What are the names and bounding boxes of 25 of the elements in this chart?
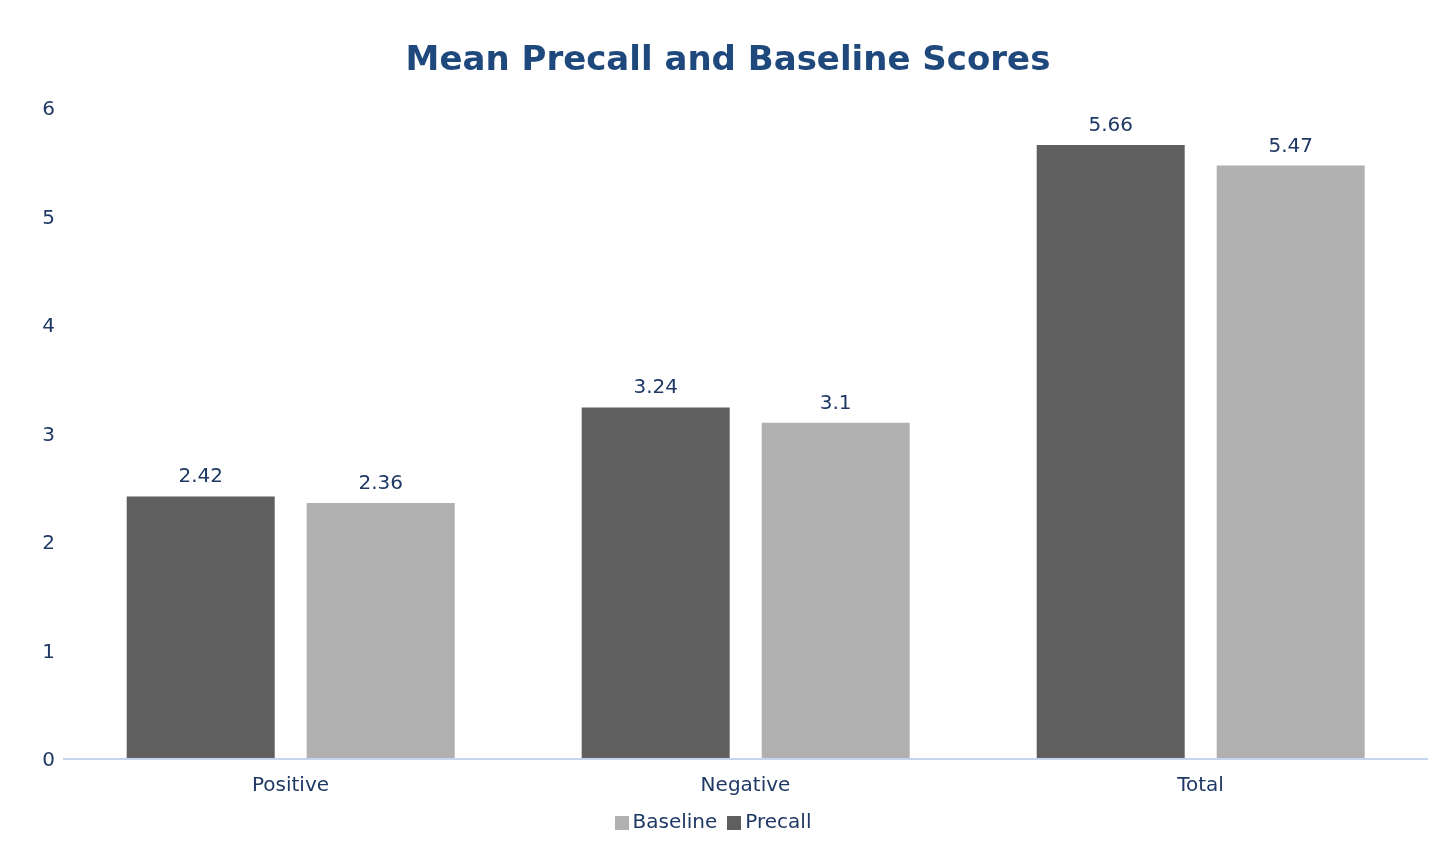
y-tick-label: 4 <box>42 313 55 338</box>
data-label: 2.36 <box>358 469 403 494</box>
x-tick-label: Total <box>1176 772 1224 797</box>
bar <box>1036 144 1185 759</box>
data-label: 5.66 <box>1088 111 1133 136</box>
data-label: 5.47 <box>1268 132 1313 157</box>
y-tick-label: 5 <box>42 204 55 229</box>
bar <box>126 496 275 759</box>
data-label: 3.24 <box>633 374 678 399</box>
y-tick-label: 6 <box>42 96 55 121</box>
y-tick-label: 0 <box>42 747 55 772</box>
chart-title: Mean Precall and Baseline Scores <box>404 37 1052 80</box>
y-tick-label: 3 <box>42 421 55 446</box>
x-tick-label: Negative <box>700 772 791 797</box>
bar <box>306 502 455 759</box>
y-tick-label: 2 <box>42 530 55 555</box>
x-tick-label: Positive <box>251 772 330 797</box>
legend-label: Precall <box>745 809 812 833</box>
bar <box>1216 165 1365 759</box>
data-label: 3.1 <box>819 389 852 414</box>
legend-label: Baseline <box>632 809 718 833</box>
data-label: 2.42 <box>178 463 223 488</box>
bar <box>761 422 910 759</box>
bar <box>581 407 730 759</box>
y-tick-label: 1 <box>42 638 55 663</box>
